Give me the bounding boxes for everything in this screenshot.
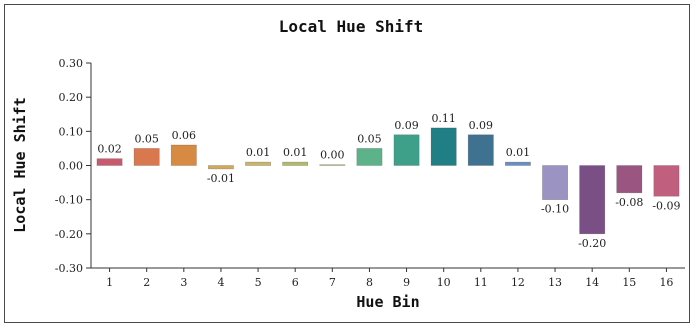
x-tick-label: 14 — [585, 276, 599, 289]
bar — [430, 127, 457, 166]
data-label: 0.01 — [283, 146, 308, 159]
x-tick-label: 1 — [106, 276, 113, 289]
bar — [653, 165, 680, 197]
bar — [170, 144, 197, 166]
x-tick-label: 6 — [292, 276, 299, 289]
x-tick-label: 12 — [511, 276, 525, 289]
x-tick-label: 16 — [659, 276, 673, 289]
x-tick-label: 10 — [437, 276, 451, 289]
y-tick-label: -0.30 — [55, 262, 83, 275]
x-tick-label: 15 — [622, 276, 636, 289]
bar — [542, 165, 568, 200]
y-tick-label: 0.20 — [59, 91, 84, 104]
x-axis-label: Hue Bin — [356, 293, 419, 311]
data-label: -0.01 — [207, 172, 235, 185]
y-tick-label: -0.20 — [55, 228, 83, 241]
x-tick-label: 13 — [548, 276, 562, 289]
chart-frame: Local Hue Shift Local Hue Shift Hue Bin … — [4, 4, 690, 323]
x-tick-label: 2 — [143, 276, 150, 289]
bar — [319, 164, 346, 166]
bar — [356, 148, 383, 166]
bar — [245, 161, 271, 166]
data-label: 0.11 — [431, 112, 456, 125]
data-label: -0.10 — [541, 203, 569, 216]
data-label: -0.08 — [615, 196, 643, 209]
plot-area: 0.30 0.20 0.10 0.00 -0.10 -0.20 -0.30 1 0.02 2 0.0… — [55, 57, 685, 289]
x-tick-label: 7 — [329, 276, 336, 289]
bar — [133, 148, 160, 166]
data-label: 0.01 — [506, 146, 531, 159]
bar — [579, 165, 606, 235]
y-tick-label: 0.30 — [59, 57, 84, 70]
bar — [467, 134, 494, 166]
x-tick-label: 4 — [217, 276, 224, 289]
x-tick-label: 9 — [403, 276, 410, 289]
bar — [282, 161, 309, 166]
data-label: 0.05 — [134, 132, 159, 145]
data-label: 0.09 — [469, 119, 494, 132]
bar — [208, 165, 234, 170]
y-axis-label: Local Hue Shift — [11, 97, 29, 232]
data-label: 0.02 — [97, 143, 122, 156]
data-label: 0.09 — [394, 119, 419, 132]
data-label: 0.06 — [172, 129, 197, 142]
data-label: 0.00 — [320, 149, 345, 162]
y-tick-label: 0.10 — [59, 125, 84, 138]
y-tick-label: 0.00 — [59, 160, 84, 173]
chart-title: Local Hue Shift — [279, 17, 424, 36]
bar — [616, 165, 643, 194]
data-label: 0.01 — [246, 146, 271, 159]
bar — [505, 161, 531, 166]
x-tick-label: 11 — [474, 276, 488, 289]
y-tick-label: -0.10 — [55, 194, 83, 207]
bar — [96, 158, 123, 166]
x-tick-label: 5 — [255, 276, 262, 289]
x-tick-label: 8 — [366, 276, 373, 289]
data-label: -0.20 — [578, 237, 606, 250]
data-label: -0.09 — [652, 199, 680, 212]
data-label: 0.05 — [357, 132, 382, 145]
bar-chart: Local Hue Shift Local Hue Shift Hue Bin … — [11, 17, 685, 311]
x-tick-label: 3 — [180, 276, 187, 289]
bar — [393, 134, 420, 166]
